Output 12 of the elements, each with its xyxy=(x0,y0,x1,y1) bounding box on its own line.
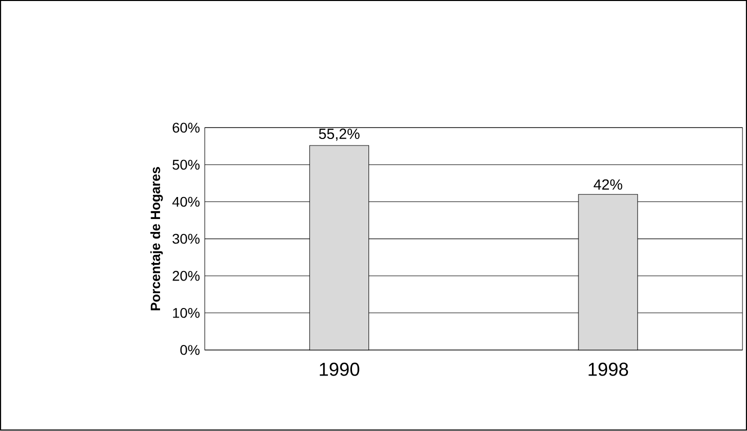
y-tick-label: 30% xyxy=(172,234,200,244)
y-tick-label: 60% xyxy=(172,122,200,133)
data-label: 42% xyxy=(594,180,622,190)
x-tick-label: 1998 xyxy=(588,362,628,376)
y-tick-label: 40% xyxy=(172,197,200,207)
y-axis-title: Porcentaje de Hogares xyxy=(150,167,163,310)
y-tick-label: 0% xyxy=(180,345,200,356)
y-tick-label: 50% xyxy=(172,160,200,170)
y-tick-label: 10% xyxy=(173,308,200,318)
y-tick-label: 20% xyxy=(172,271,200,282)
x-tick-label: 1990 xyxy=(320,362,360,376)
data-label: 55,2% xyxy=(318,128,360,141)
